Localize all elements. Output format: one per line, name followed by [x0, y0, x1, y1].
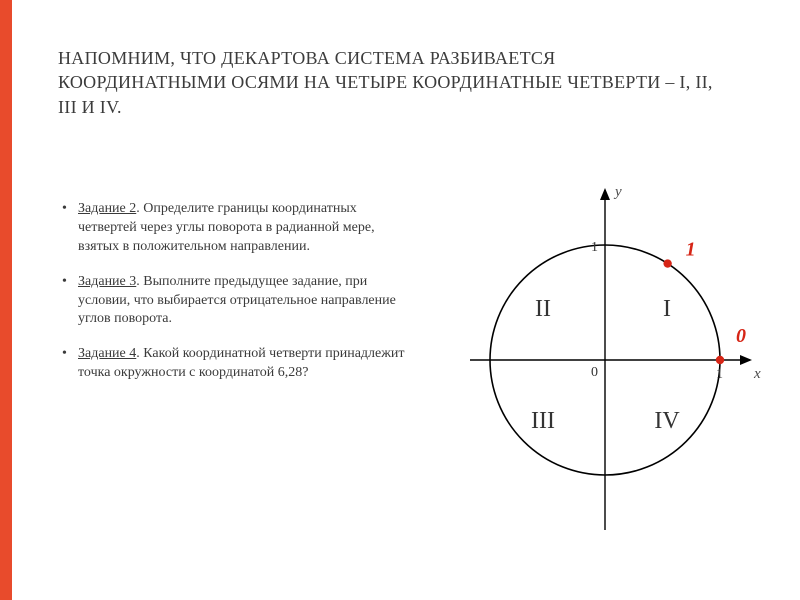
svg-text:0: 0 [591, 365, 598, 380]
svg-text:III: III [531, 408, 555, 434]
svg-text:1: 1 [591, 240, 598, 255]
unit-circle-svg: yx011IIIIIIIV01 [450, 170, 770, 550]
task-item: Задание 2. Определите границы координатн… [58, 200, 413, 257]
task-item: Задание 4. Какой координатной четверти п… [58, 345, 413, 383]
svg-text:IV: IV [654, 408, 680, 434]
tasks-list: Задание 2. Определите границы координатн… [58, 200, 413, 399]
svg-text:0: 0 [736, 325, 746, 347]
slide-heading: НАПОМНИМ, ЧТО ДЕКАРТОВА СИСТЕМА РАЗБИВАЕ… [58, 46, 728, 119]
svg-text:1: 1 [716, 367, 723, 382]
task-label: Задание 3 [78, 274, 136, 289]
task-item: Задание 3. Выполните предыдущее задание,… [58, 273, 413, 330]
svg-text:I: I [663, 296, 671, 322]
svg-text:x: x [753, 366, 761, 382]
svg-text:II: II [535, 296, 551, 322]
svg-text:1: 1 [686, 239, 696, 261]
accent-bar [0, 0, 12, 600]
task-label: Задание 2 [78, 201, 136, 216]
svg-text:y: y [613, 184, 622, 200]
task-label: Задание 4 [78, 346, 136, 361]
unit-circle-diagram: yx011IIIIIIIV01 [450, 170, 770, 550]
